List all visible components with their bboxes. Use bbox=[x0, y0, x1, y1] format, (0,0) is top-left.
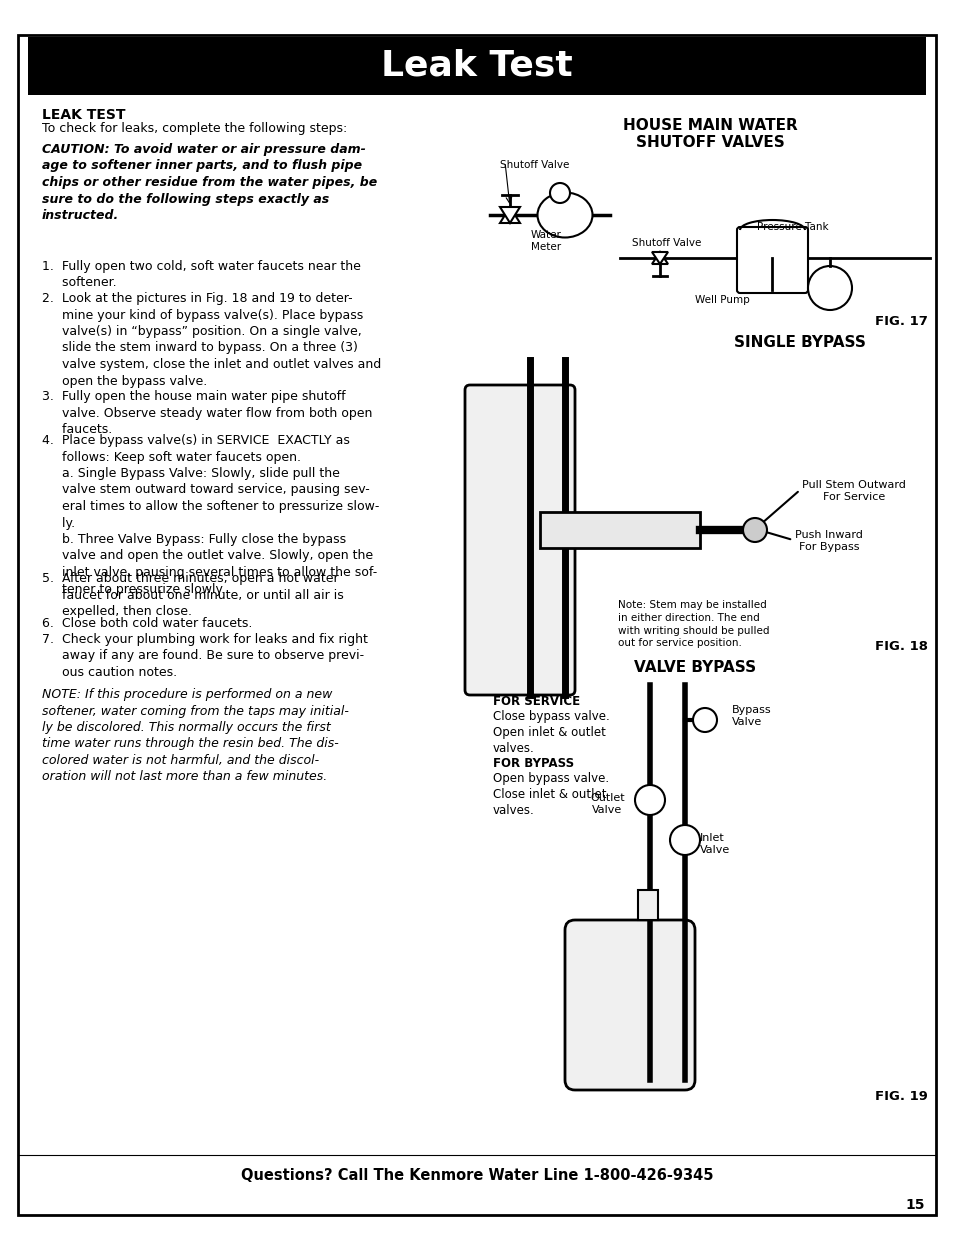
FancyBboxPatch shape bbox=[564, 920, 695, 1091]
Text: NOTE: If this procedure is performed on a new
softener, water coming from the ta: NOTE: If this procedure is performed on … bbox=[42, 688, 349, 783]
Text: FIG. 17: FIG. 17 bbox=[874, 315, 927, 329]
Text: Pressure Tank: Pressure Tank bbox=[757, 222, 828, 232]
Polygon shape bbox=[651, 252, 667, 264]
Text: Shutoff Valve: Shutoff Valve bbox=[631, 238, 700, 248]
Polygon shape bbox=[499, 207, 519, 224]
Text: Open bypass valve.
Close inlet & outlet
valves.: Open bypass valve. Close inlet & outlet … bbox=[493, 772, 608, 818]
Text: 6.  Close both cold water faucets.: 6. Close both cold water faucets. bbox=[42, 618, 253, 630]
Text: VALVE BYPASS: VALVE BYPASS bbox=[634, 659, 756, 676]
Polygon shape bbox=[651, 252, 667, 264]
Text: FIG. 18: FIG. 18 bbox=[874, 640, 927, 653]
Text: 3.  Fully open the house main water pipe shutoff
     valve. Observe steady wate: 3. Fully open the house main water pipe … bbox=[42, 390, 372, 436]
Text: Leak Test: Leak Test bbox=[381, 49, 572, 83]
Text: Water
Meter: Water Meter bbox=[530, 230, 561, 252]
Text: 5.  After about three minutes, open a hot water
     faucet for about one minute: 5. After about three minutes, open a hot… bbox=[42, 572, 343, 618]
Ellipse shape bbox=[537, 193, 592, 237]
Text: CAUTION: To avoid water or air pressure dam-
age to softener inner parts, and to: CAUTION: To avoid water or air pressure … bbox=[42, 143, 376, 222]
FancyBboxPatch shape bbox=[737, 227, 807, 293]
Circle shape bbox=[692, 708, 717, 732]
Text: Outlet
Valve: Outlet Valve bbox=[589, 793, 624, 815]
Text: Inlet
Valve: Inlet Valve bbox=[700, 832, 729, 855]
Text: FOR BYPASS: FOR BYPASS bbox=[493, 757, 574, 769]
FancyBboxPatch shape bbox=[464, 385, 575, 695]
Text: Questions? Call The Kenmore Water Line 1-800-426-9345: Questions? Call The Kenmore Water Line 1… bbox=[240, 1168, 713, 1183]
Bar bbox=[28, 37, 925, 95]
Circle shape bbox=[550, 183, 569, 203]
Text: Push Inward
For Bypass: Push Inward For Bypass bbox=[794, 530, 862, 552]
Text: FIG. 19: FIG. 19 bbox=[874, 1091, 927, 1103]
Text: Close bypass valve.
Open inlet & outlet
valves.: Close bypass valve. Open inlet & outlet … bbox=[493, 710, 609, 755]
Circle shape bbox=[807, 266, 851, 310]
Text: FOR SERVICE: FOR SERVICE bbox=[493, 695, 579, 708]
Text: Pull Stem Outward
For Service: Pull Stem Outward For Service bbox=[801, 480, 905, 501]
Text: HOUSE MAIN WATER
SHUTOFF VALVES: HOUSE MAIN WATER SHUTOFF VALVES bbox=[622, 119, 797, 151]
Text: 2.  Look at the pictures in Fig. 18 and 19 to deter-
     mine your kind of bypa: 2. Look at the pictures in Fig. 18 and 1… bbox=[42, 291, 381, 388]
Text: Bypass
Valve: Bypass Valve bbox=[731, 705, 771, 726]
Text: 7.  Check your plumbing work for leaks and fix right
     away if any are found.: 7. Check your plumbing work for leaks an… bbox=[42, 634, 368, 679]
Text: 15: 15 bbox=[904, 1198, 924, 1212]
Text: 4.  Place bypass valve(s) in SERVICE  EXACTLY as
     follows: Keep soft water f: 4. Place bypass valve(s) in SERVICE EXAC… bbox=[42, 433, 379, 595]
Polygon shape bbox=[499, 207, 519, 224]
Text: Note: Stem may be installed
in either direction. The end
with writing should be : Note: Stem may be installed in either di… bbox=[618, 600, 769, 648]
Bar bbox=[638, 890, 658, 920]
Text: LEAK TEST: LEAK TEST bbox=[42, 107, 126, 122]
Text: SINGLE BYPASS: SINGLE BYPASS bbox=[733, 335, 865, 350]
Bar bbox=[539, 513, 700, 548]
Circle shape bbox=[635, 785, 664, 815]
Text: Well Pump: Well Pump bbox=[695, 295, 749, 305]
Text: To check for leaks, complete the following steps:: To check for leaks, complete the followi… bbox=[42, 122, 347, 135]
Circle shape bbox=[742, 517, 766, 542]
Circle shape bbox=[669, 825, 700, 855]
Text: Shutoff Valve: Shutoff Valve bbox=[499, 161, 569, 170]
Text: 1.  Fully open two cold, soft water faucets near the
     softener.: 1. Fully open two cold, soft water fauce… bbox=[42, 261, 360, 289]
